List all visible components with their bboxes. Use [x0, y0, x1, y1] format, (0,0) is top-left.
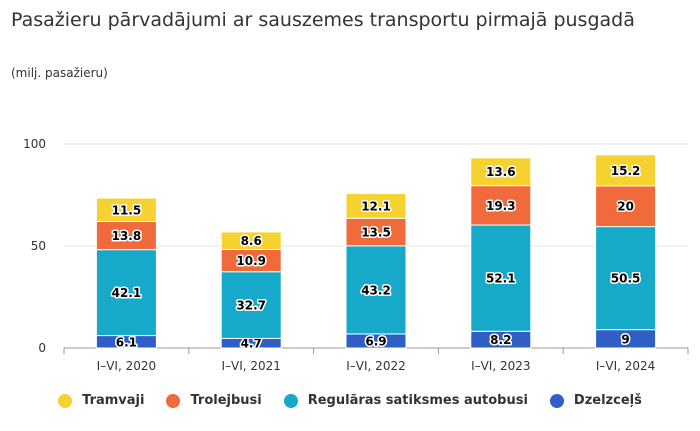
data-label: 13.5 [361, 226, 391, 240]
y-tick-label: 100 [23, 137, 46, 151]
bar-segment [220, 271, 282, 339]
x-tick-label: I–VI, 2024 [596, 359, 655, 373]
data-label: 15.2 [611, 164, 641, 178]
legend: Tramvaji Trolejbusi Regulāras satiksmes … [0, 393, 700, 408]
bar-segment [595, 226, 657, 331]
data-label: 10.9 [236, 254, 266, 268]
x-tick-label: I–VI, 2022 [346, 359, 405, 373]
y-tick-label: 50 [31, 239, 46, 253]
chart-subtitle: (milj. pasažieru) [11, 66, 108, 80]
legend-item-dzelzcels[interactable]: Dzelzceļš [549, 393, 642, 408]
data-label: 13.6 [486, 165, 516, 179]
legend-swatch-tramvaji [58, 393, 73, 408]
data-label: 42.1 [112, 286, 142, 300]
data-label: 4.7 [241, 337, 262, 351]
bar-segment [95, 249, 157, 337]
bar-segment [345, 193, 407, 219]
legend-swatch-autobusi [283, 393, 298, 408]
bar-segment [95, 221, 157, 251]
bar-segment [470, 185, 532, 226]
bar-segment [470, 224, 532, 332]
legend-swatch-trolejbusi [166, 393, 181, 408]
legend-item-autobusi[interactable]: Regulāras satiksmes autobusi [283, 393, 528, 408]
x-tick-label: I–VI, 2020 [97, 359, 156, 373]
data-label: 13.8 [112, 229, 142, 243]
data-label: 11.5 [112, 203, 142, 217]
chart-title: Pasažieru pārvadājumi ar sauszemes trans… [11, 9, 635, 31]
y-tick-label: 0 [38, 341, 46, 355]
data-label: 12.1 [361, 199, 391, 213]
bar-segment [220, 231, 282, 250]
data-label: 50.5 [611, 272, 641, 286]
legend-item-tramvaji[interactable]: Tramvaji [58, 393, 144, 408]
data-label: 8.6 [241, 234, 262, 248]
legend-label-dzelzcels: Dzelzceļš [573, 393, 642, 408]
data-label: 32.7 [236, 299, 266, 313]
data-label: 52.1 [486, 272, 516, 286]
bar-segment [95, 197, 157, 223]
x-tick-label: I–VI, 2021 [221, 359, 280, 373]
x-tick-label: I–VI, 2023 [471, 359, 530, 373]
bar-segment [595, 154, 657, 187]
data-label: 6.9 [365, 334, 386, 348]
data-label: 8.2 [490, 333, 511, 347]
legend-item-trolejbusi[interactable]: Trolejbusi [166, 393, 262, 408]
bar-segment [595, 185, 657, 228]
legend-swatch-dzelzcels [549, 393, 564, 408]
data-label: 20 [617, 200, 634, 214]
data-label: 43.2 [361, 283, 391, 297]
bar-segment [470, 157, 532, 187]
data-label: 6.1 [116, 335, 137, 349]
data-label: 19.3 [486, 199, 516, 213]
legend-label-autobusi: Regulāras satiksmes autobusi [307, 393, 528, 408]
legend-label-trolejbusi: Trolejbusi [190, 393, 262, 408]
legend-label-tramvaji: Tramvaji [82, 393, 145, 408]
bar-segment [345, 245, 407, 335]
data-label: 9 [621, 332, 629, 346]
